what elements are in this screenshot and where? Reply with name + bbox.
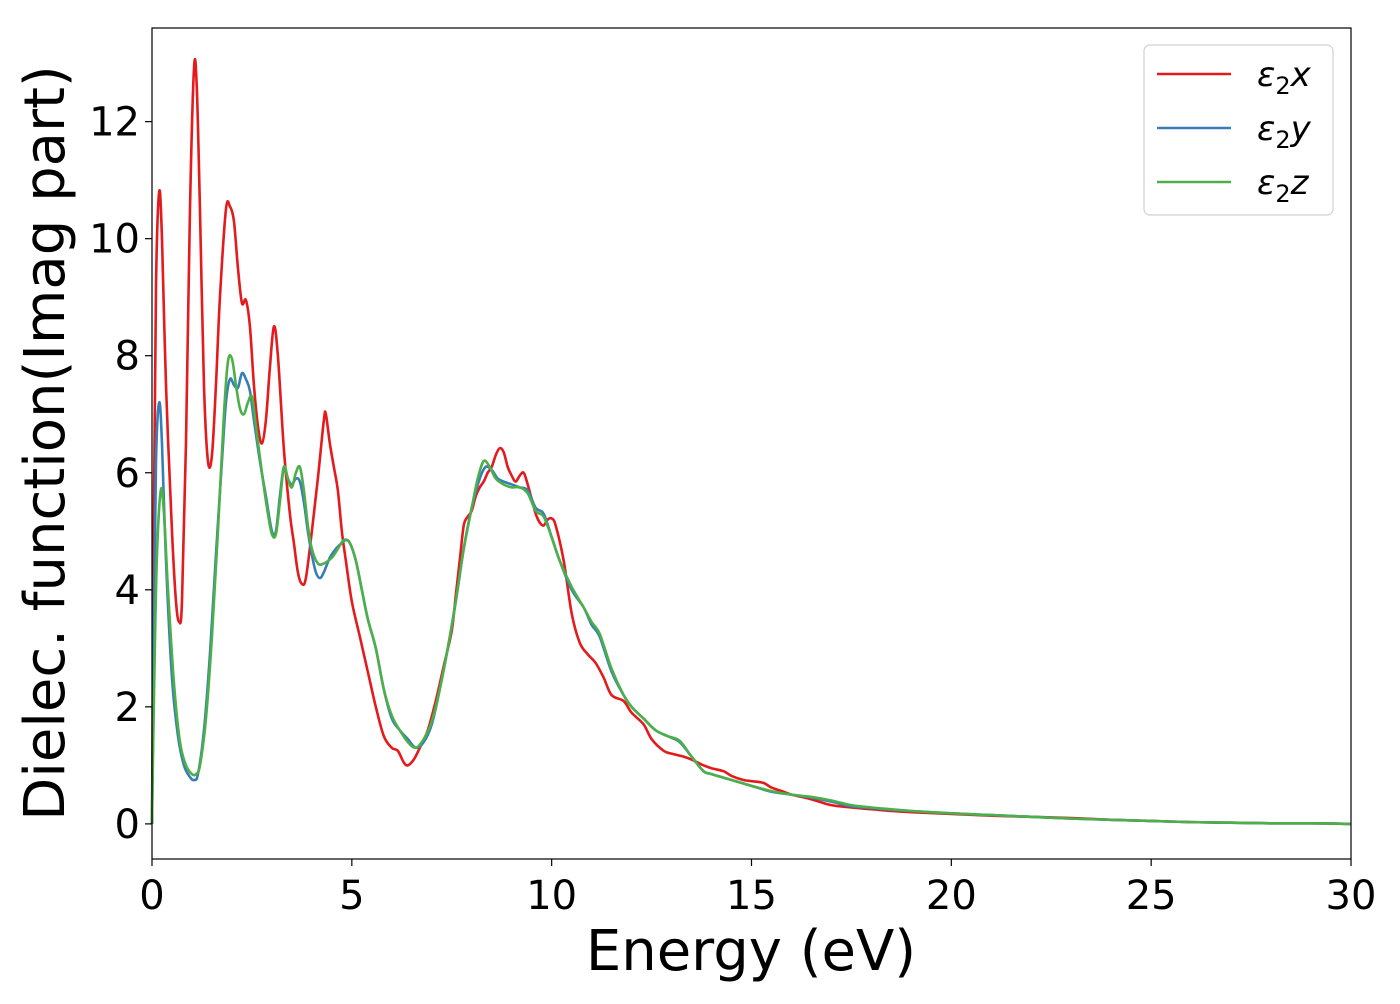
y-tick-label: 6: [115, 451, 140, 497]
x-tick-label: 20: [926, 873, 977, 919]
x-tick-label: 0: [139, 873, 164, 919]
legend-label-x: ε2x: [1257, 55, 1312, 100]
x-tick-label: 30: [1326, 873, 1377, 919]
y-axis-ticks: 0 2 4 6 8 10 12: [89, 100, 152, 848]
legend-label-subscript: 2: [1275, 126, 1290, 154]
legend-box: [1143, 44, 1334, 216]
legend-label-base: ε: [1257, 109, 1275, 149]
legend-label-subscript: 2: [1275, 180, 1290, 208]
legend-label-base: ε: [1257, 163, 1275, 203]
legend-label-subscript: 2: [1275, 72, 1290, 100]
legend-label-var: x: [1290, 55, 1312, 95]
series-layer: [150, 58, 1352, 826]
y-tick-label: 2: [115, 685, 140, 731]
x-axis-title: Energy (eV): [586, 919, 916, 984]
legend-label-y: ε2y: [1257, 109, 1312, 154]
y-axis-title: Dielec. function(Imag part): [13, 65, 78, 821]
legend-label-var: z: [1290, 163, 1310, 203]
x-tick-label: 15: [726, 873, 777, 919]
x-tick-label: 5: [339, 873, 364, 919]
y-tick-label: 0: [115, 802, 140, 848]
series-line-z: [150, 353, 1352, 826]
y-tick-label: 12: [89, 100, 140, 146]
y-tick-label: 4: [115, 568, 140, 614]
legend-label-base: ε: [1257, 55, 1275, 95]
x-tick-label: 10: [526, 873, 577, 919]
x-tick-label: 25: [1126, 873, 1177, 919]
series-line-y: [150, 371, 1352, 826]
x-axis-ticks: 0 5 10 15 20 25 30: [139, 859, 1376, 919]
legend-label-var: y: [1290, 109, 1312, 149]
y-tick-label: 10: [89, 217, 140, 263]
legend-label-z: ε2z: [1257, 163, 1310, 208]
y-tick-label: 8: [115, 334, 140, 380]
